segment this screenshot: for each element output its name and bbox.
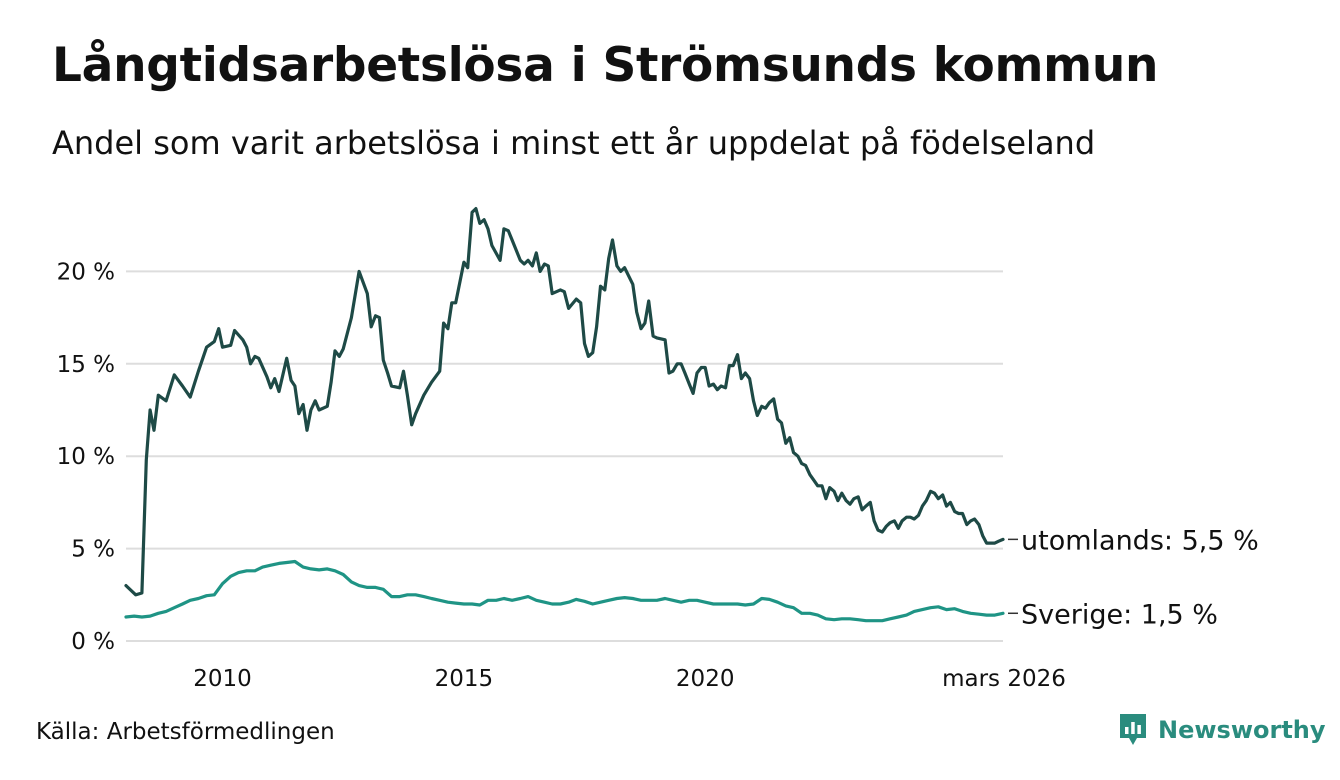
chart-subtitle: Andel som varit arbetslösa i minst ett å… <box>52 124 1096 162</box>
y-tick-label: 10 % <box>57 444 115 470</box>
source-note: Källa: Arbetsförmedlingen <box>36 719 335 745</box>
series-line-sverige <box>124 559 1005 623</box>
series-line-utomlands <box>124 207 1005 597</box>
line-chart: 0 % 5 % 10 % 15 % 20 % 2010 2015 2020 mars 2026 u… <box>57 207 1259 692</box>
end-label-utomlands: utomlands: 5,5 % <box>1021 525 1259 556</box>
x-tick-label: 2015 <box>435 666 494 692</box>
end-label-sverige: Sverige: 1,5 % <box>1021 599 1218 630</box>
brand-logo: Newsworthy <box>1118 712 1326 748</box>
y-tick-label: 0 % <box>71 629 115 655</box>
y-tick-label: 15 % <box>57 352 115 378</box>
x-tick-label: 2020 <box>676 666 735 692</box>
brand-name: Newsworthy <box>1158 716 1326 744</box>
y-tick-label: 20 % <box>57 259 115 285</box>
newsworthy-logo-icon <box>1120 714 1146 745</box>
chart-title: Långtidsarbetslösa i Strömsunds kommun <box>52 38 1159 93</box>
x-tick-label: 2010 <box>193 666 252 692</box>
y-tick-label: 5 % <box>71 537 115 563</box>
x-tick-label: mars 2026 <box>942 666 1066 692</box>
